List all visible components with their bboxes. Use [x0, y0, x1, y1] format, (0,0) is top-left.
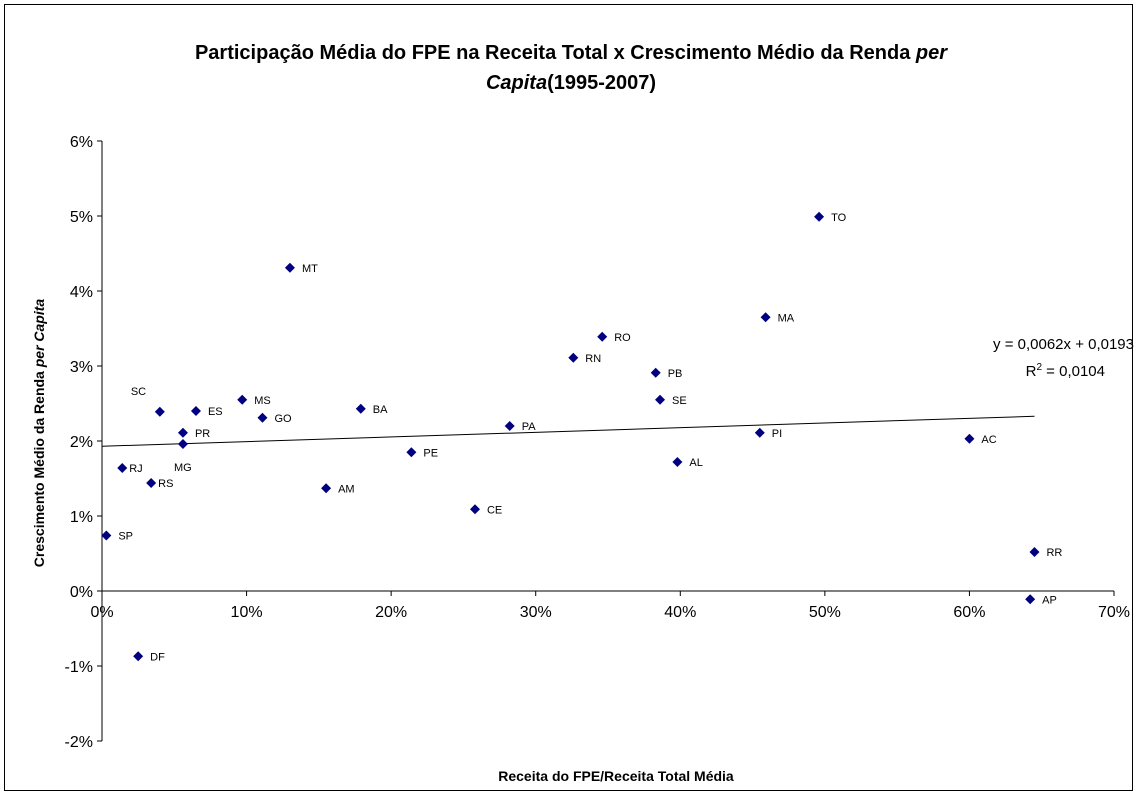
- y-axis-title: Crescimento Médio da Renda per Capita: [31, 299, 47, 568]
- trendline: [101, 415, 1035, 447]
- y-tick-label: 4%: [70, 284, 93, 301]
- data-label-ms: MS: [254, 395, 271, 407]
- data-label-mg: MG: [174, 462, 192, 474]
- data-point-pa: [504, 421, 515, 431]
- data-point-go: [257, 412, 268, 423]
- data-point-ac: [964, 433, 975, 444]
- data-point-sc: [154, 406, 165, 417]
- x-tick-label: 20%: [375, 604, 407, 621]
- x-tick-label: 60%: [953, 604, 985, 621]
- chart-frame: Participação Média do FPE na Receita Tot…: [4, 4, 1134, 791]
- data-point-pi: [754, 427, 765, 438]
- data-point-rs: [146, 478, 157, 488]
- data-label-al: AL: [689, 457, 702, 469]
- data-label-ce: CE: [487, 504, 502, 516]
- data-point-mg: [177, 439, 188, 449]
- data-label-to: TO: [831, 212, 847, 224]
- data-label-pb: PB: [668, 368, 683, 380]
- data-point-pb: [650, 367, 661, 378]
- data-label-pi: PI: [772, 428, 782, 440]
- y-tick-label: 5%: [70, 209, 93, 226]
- data-point-rj: [117, 463, 128, 473]
- data-point-es: [190, 406, 201, 416]
- data-point-ms: [237, 394, 248, 405]
- data-label-ap: AP: [1042, 594, 1057, 606]
- data-point-ap: [1025, 594, 1036, 605]
- data-point-ba: [355, 403, 366, 414]
- data-point-rr: [1029, 547, 1040, 557]
- data-label-pe: PE: [423, 447, 438, 459]
- x-tick-label: 70%: [1098, 604, 1130, 621]
- data-label-pr: PR: [195, 428, 210, 440]
- data-label-rs: RS: [158, 478, 173, 490]
- scatter-chart: Participação Média do FPE na Receita Tot…: [31, 42, 1134, 784]
- y-tick-label: 1%: [70, 509, 93, 526]
- data-point-to: [814, 211, 825, 222]
- x-tick-label: 0%: [90, 604, 113, 621]
- chart-title-line-1: Participação Média do FPE na Receita Tot…: [195, 42, 948, 64]
- y-tick-label: 0%: [70, 584, 93, 601]
- data-point-df: [133, 651, 144, 662]
- data-point-rn: [568, 352, 579, 363]
- x-tick-label: 10%: [231, 604, 263, 621]
- data-point-pr: [177, 427, 188, 438]
- data-label-rj: RJ: [129, 463, 142, 475]
- y-tick-label: 3%: [70, 359, 93, 376]
- data-label-ma: MA: [778, 312, 795, 324]
- x-tick-label: 50%: [809, 604, 841, 621]
- data-label-sc: SC: [131, 386, 146, 398]
- axes: 0% 10% 20% 30% 40% 50% 60% 70% -2% -1% 0% 1% 2% 3% 4% 5…: [65, 134, 1130, 751]
- data-label-mt: MT: [302, 263, 318, 275]
- x-axis-title: Receita do FPE/Receita Total Média: [498, 768, 734, 784]
- y-tick-label: -2%: [65, 734, 93, 751]
- y-tick-label: -1%: [65, 659, 93, 676]
- chart-title-line-2: Capita(1995-2007): [486, 72, 656, 94]
- trendline-equation: y = 0,0062x + 0,0193: [993, 336, 1134, 353]
- data-label-ba: BA: [373, 404, 388, 416]
- data-point-ma: [760, 312, 771, 323]
- data-point-pe: [406, 447, 417, 458]
- x-tick-label: 30%: [520, 604, 552, 621]
- x-tick-label: 40%: [664, 604, 696, 621]
- trendline-layer: [101, 415, 1035, 447]
- y-tick-label: 6%: [70, 134, 93, 151]
- data-label-am: AM: [338, 483, 355, 495]
- data-label-rr: RR: [1046, 547, 1062, 559]
- data-point-sp: [101, 530, 112, 541]
- data-label-ac: AC: [981, 434, 996, 446]
- data-label-sp: SP: [118, 531, 133, 543]
- data-point-ro: [597, 331, 608, 342]
- data-label-rn: RN: [585, 353, 601, 365]
- data-point-se: [655, 394, 666, 405]
- data-label-es: ES: [208, 406, 223, 418]
- data-point-al: [672, 457, 683, 467]
- data-label-go: GO: [274, 413, 292, 425]
- data-label-se: SE: [672, 395, 687, 407]
- data-label-df: DF: [150, 651, 165, 663]
- data-label-ro: RO: [614, 332, 631, 344]
- data-label-pa: PA: [522, 421, 537, 433]
- trendline-r-squared: R2 = 0,0104: [1026, 362, 1105, 380]
- data-point-mt: [284, 262, 295, 273]
- y-tick-label: 2%: [70, 434, 93, 451]
- data-point-ce: [469, 504, 480, 515]
- data-point-am: [321, 483, 332, 494]
